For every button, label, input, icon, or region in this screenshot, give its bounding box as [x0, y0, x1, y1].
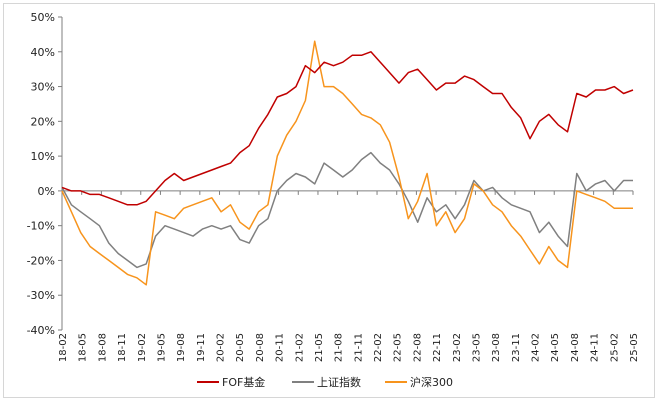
y-tick-label: -40% — [27, 324, 55, 337]
x-tick-label: 19-08 — [176, 333, 187, 362]
y-tick-label: -10% — [27, 220, 55, 233]
legend-label-2: 沪深300 — [410, 375, 453, 389]
legend: FOF基金 上证指数 沪深300 — [197, 375, 453, 389]
series-line-2 — [61, 40, 633, 286]
x-tick-label: 25-02 — [609, 333, 620, 362]
series-line-0 — [61, 51, 634, 206]
x-tick-label: 21-08 — [334, 333, 345, 362]
x-tick-label: 18-02 — [58, 333, 69, 362]
y-tick-label: 30% — [31, 81, 55, 94]
x-tick-label: 22-08 — [412, 333, 423, 362]
y-tick-label: 0% — [38, 185, 55, 198]
y-tick-label: 40% — [31, 46, 55, 59]
x-tick-label: 20-05 — [235, 333, 246, 362]
y-tick-label: 50% — [31, 11, 55, 24]
x-tick-label: 21-05 — [314, 333, 325, 362]
x-tick-label: 23-05 — [471, 333, 482, 362]
y-tick-label: -20% — [27, 254, 55, 267]
x-tick-label: 24-11 — [590, 333, 601, 362]
x-tick-label: 18-08 — [97, 333, 108, 362]
x-tick-label: 24-02 — [531, 333, 542, 362]
legend-label-1: 上证指数 — [317, 375, 361, 389]
x-tick-label: 22-02 — [373, 333, 384, 362]
x-tick-label: 19-05 — [156, 333, 167, 362]
y-tick-label: -30% — [27, 289, 55, 302]
x-tick-label: 18-11 — [117, 333, 128, 362]
x-tick-label: 18-05 — [78, 333, 89, 362]
x-tick-label: 22-05 — [393, 333, 404, 362]
x-tick-label: 21-11 — [353, 333, 364, 362]
x-tick-label: 22-11 — [432, 333, 443, 362]
x-tick-label: 21-02 — [294, 333, 305, 362]
x-tick-label: 19-11 — [196, 333, 207, 362]
x-tick-label: 24-05 — [550, 333, 561, 362]
y-tick-label: 10% — [31, 150, 55, 163]
x-tick-label: 24-08 — [570, 333, 581, 362]
x-tick-label: 25-05 — [629, 333, 640, 362]
x-tick-label: 23-11 — [511, 333, 522, 362]
x-tick-label: 20-08 — [255, 333, 266, 362]
x-tick-label: 20-11 — [275, 333, 286, 362]
x-tick-label: 23-02 — [452, 333, 463, 362]
series-layer — [61, 40, 634, 286]
x-tick-label: 20-02 — [216, 333, 227, 362]
x-axis: 18-02 18-05 18-08 18-11 19-02 19-05 19-08 19-11… — [58, 190, 640, 362]
series-line-1 — [61, 151, 633, 269]
legend-label-0: FOF基金 — [222, 375, 265, 389]
x-tick-label: 19-02 — [137, 333, 148, 362]
x-tick-label: 23-08 — [491, 333, 502, 362]
chart-frame — [3, 3, 655, 398]
y-tick-label: 20% — [31, 115, 55, 128]
y-axis: 50% 40% 30% 20% 10% 0% -10% -20% -30% -40% — [27, 11, 63, 337]
